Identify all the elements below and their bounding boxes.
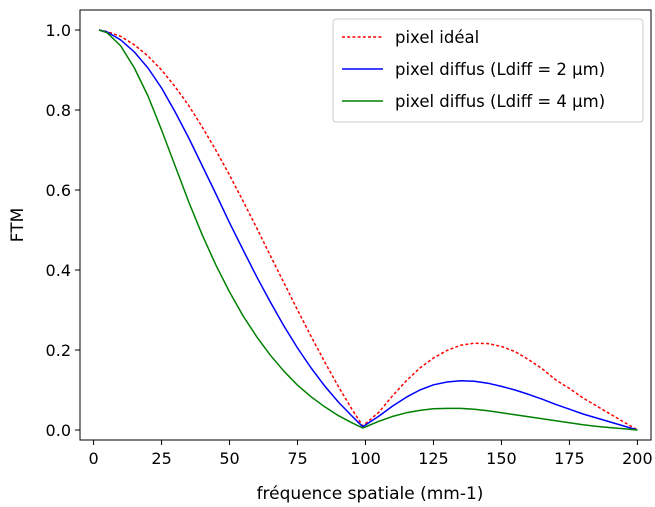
x-tick-label: 0 [89,449,99,468]
legend-label: pixel idéal [395,28,479,47]
legend: pixel idéal pixel diffus (Ldiff = 2 µm) pi… [332,18,644,123]
x-axis-label: fréquence spatiale (mm-1) [257,484,484,504]
x-tick-label: 75 [287,449,307,468]
y-tick-label: 0.6 [46,181,71,200]
x-tick-label: 150 [486,449,517,468]
series-line-3 [98,29,638,431]
y-axis-ticks: 0.0 0.2 0.4 0.6 0.8 1.0 [46,21,80,440]
y-axis-label: FTM [8,208,28,243]
x-axis-ticks: 0 25 50 75 100 125 150 175 200 [89,440,653,468]
series-line-2 [98,29,638,431]
legend-label: pixel diffus (Ldiff = 4 µm) [395,92,605,111]
y-tick-label: 0.0 [46,421,71,440]
x-tick-label: 125 [418,449,449,468]
legend-label: pixel diffus (Ldiff = 2 µm) [395,60,605,79]
y-tick-label: 0.2 [46,341,71,360]
x-tick-label: 25 [151,449,171,468]
y-tick-label: 0.4 [46,261,71,280]
x-tick-label: 200 [622,449,653,468]
legend-box [332,18,644,123]
x-tick-label: 100 [350,449,381,468]
x-tick-label: 175 [554,449,585,468]
y-tick-label: 0.8 [46,101,71,120]
x-tick-label: 50 [219,449,239,468]
y-tick-label: 1.0 [46,21,71,40]
